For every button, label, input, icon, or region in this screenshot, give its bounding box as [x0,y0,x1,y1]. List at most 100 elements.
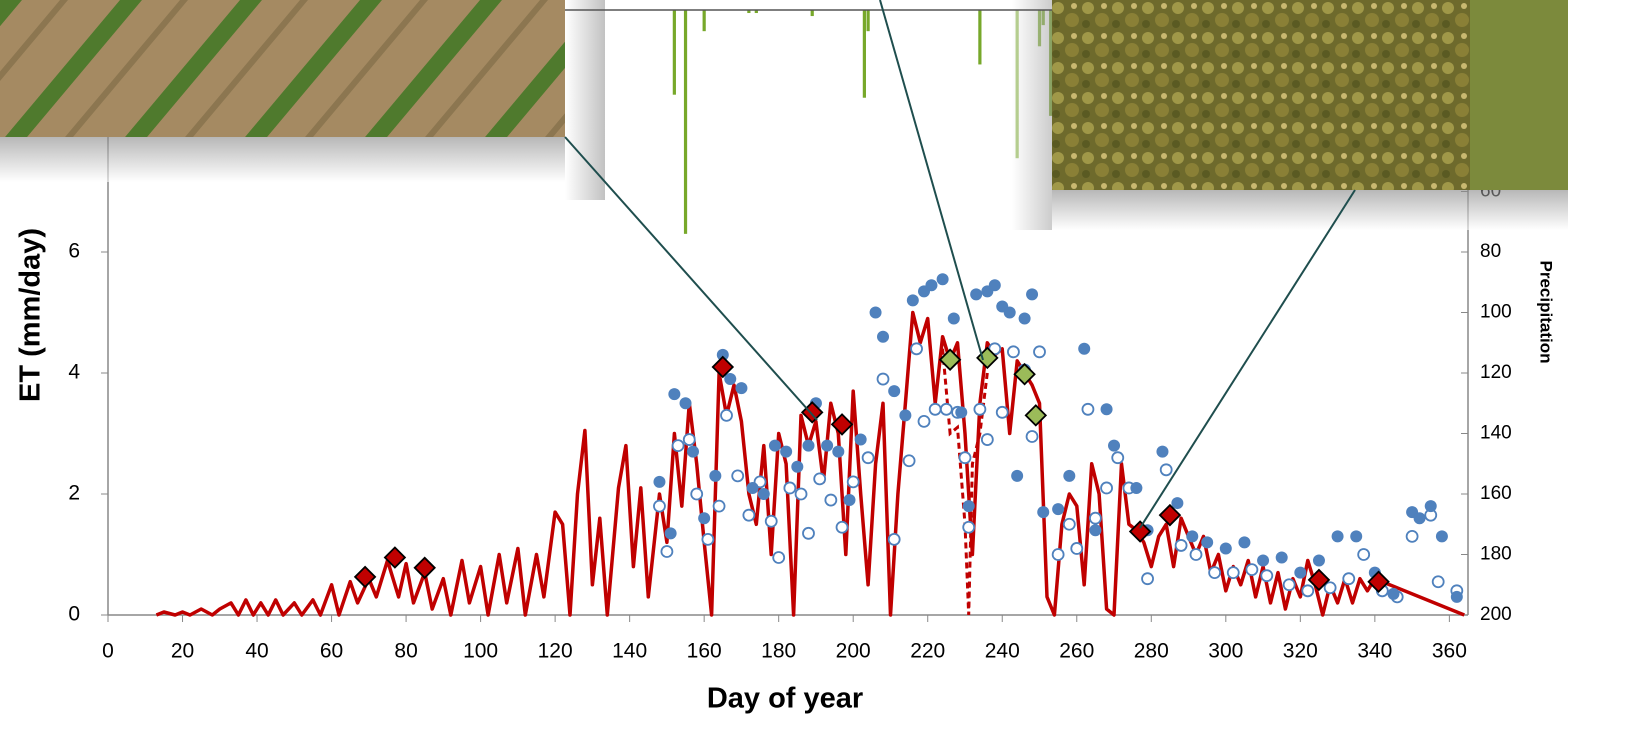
connector [879,0,984,361]
et-dot [679,397,692,410]
et-dot [1037,506,1050,519]
et-dot [709,469,722,482]
et-dot [768,439,781,452]
et-diamond [1013,362,1036,386]
et-dot [1275,551,1288,564]
et-dot [936,273,949,286]
x-tick-label: 160 [687,640,722,663]
et-open-dot [962,520,976,534]
et-open-dot [887,532,901,546]
et-open-dot [1051,548,1065,561]
et-dot [843,494,856,507]
et-dot [1450,590,1463,603]
et-dot [1078,342,1091,355]
x-tick-label: 180 [761,640,796,663]
precip-bar [683,10,688,234]
et-dot [1219,542,1232,555]
et-open-dot [712,499,726,513]
x-tick-label: 100 [463,640,498,663]
et-open-dot [1111,451,1125,465]
et-open-dot [1081,402,1095,416]
x-tick-label: 140 [612,640,647,663]
et-dot [746,481,759,494]
y-tick-label: 4 [68,361,80,384]
et-open-dot [731,469,745,483]
photo-grass [1470,0,1568,190]
precip-bar [866,10,870,32]
et-dot [1100,403,1113,416]
et-open-dot [1282,578,1296,592]
et-diamond [1307,568,1331,592]
et-dot [1018,312,1031,325]
et-dot [947,312,960,325]
et-open-dot [1007,345,1020,359]
et-dot [869,306,882,319]
photo-shadow [1052,190,1568,230]
et-open-dot [1141,572,1154,586]
x-axis-title: Day of year [707,683,863,715]
y-tick-label: 2 [68,482,80,505]
et-open-dot [824,493,838,507]
y2-tick-label: 140 [1480,423,1512,444]
et-open-dot [973,402,987,416]
et-dot [668,388,681,401]
et-dot [1312,554,1325,567]
et-open-dot [1088,511,1102,525]
photos [0,0,1568,529]
et-diamond [830,413,854,436]
y-axis-title: ET (mm/day) [15,228,47,402]
precip-bar [810,10,814,17]
et-dot [1156,445,1169,458]
et-open-dot [783,481,797,495]
et-dot [1201,536,1214,549]
et-open-dot [1245,563,1259,577]
y2-axis-title: Precipitation [1537,261,1556,364]
et-open-dot [701,532,715,546]
et-dot [698,512,711,525]
et-dot [888,385,901,398]
et-open-dot [1189,548,1203,561]
et-open-dot [1342,572,1356,586]
et-open-dot [742,508,756,522]
connector [1139,189,1356,529]
et-dot [664,527,677,540]
et-dot [877,330,890,343]
y2-tick-label: 120 [1480,362,1512,383]
et-open-dot [1100,481,1113,495]
x-tick-label: 0 [102,640,114,663]
et-open-dot [653,499,666,513]
et-open-dot [1070,542,1084,555]
et-open-dot [846,475,860,489]
et-dot [1026,288,1039,301]
et-dot [970,288,983,301]
et-dot [1413,512,1426,525]
photo-shadow [0,137,565,182]
et-dot [962,500,975,513]
et-open-dot [917,414,931,428]
x-tick-label: 20 [171,640,194,663]
et-dot [1130,481,1143,494]
et-open-dot [1025,430,1039,443]
y2-tick-label: 160 [1480,483,1512,504]
et-open-dot [682,433,696,446]
et-diamond [800,401,824,424]
et-dot [653,475,666,488]
x-tick-label: 260 [1059,640,1094,663]
et-open-dot [1226,566,1240,580]
et-dot [802,439,815,452]
et-open-dot [1405,529,1419,543]
et-diamond [413,556,436,580]
et-open-dot [910,342,923,356]
et-line-dashed [941,348,989,616]
photo-shadow [1012,0,1052,230]
et-dot [988,279,1001,292]
et-open-dot [1431,575,1445,589]
et-dot [955,406,968,419]
et-open-dot [980,433,994,446]
et-diamond [383,546,407,569]
precip-bar [862,10,866,98]
et-dot [899,409,912,422]
et-diamond [711,355,735,379]
x-tick-label: 340 [1357,640,1392,663]
